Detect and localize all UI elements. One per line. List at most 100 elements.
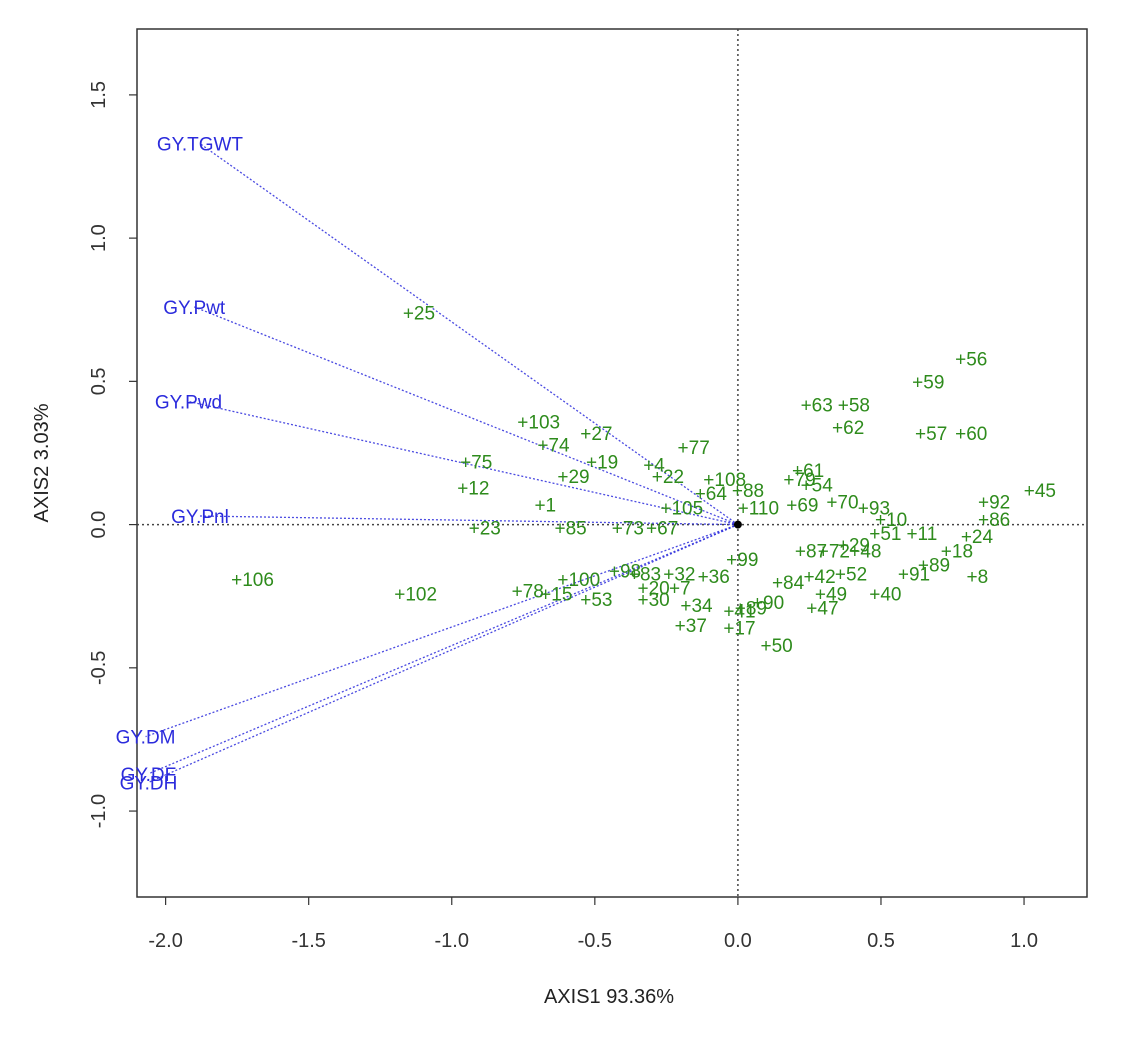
- point-label: +64: [695, 484, 728, 505]
- point-label: +70: [826, 493, 858, 514]
- point-label: +19: [586, 453, 618, 474]
- x-tick-label: -1.0: [435, 930, 469, 952]
- point-label: +51: [869, 524, 901, 545]
- point-label: +59: [912, 372, 944, 393]
- point-label: +24: [961, 527, 994, 548]
- point-label: +40: [869, 584, 901, 605]
- vector-label: GY.TGWT: [157, 135, 244, 156]
- point-label: +10: [875, 510, 907, 531]
- point-label: +63: [801, 395, 833, 416]
- x-tick-label: 0.5: [867, 930, 895, 952]
- point-label: +12: [457, 478, 489, 499]
- vector-line: [199, 515, 738, 526]
- origin-marker: [733, 520, 742, 529]
- x-tick-label: -2.0: [148, 930, 182, 952]
- vector-label: GY.Pwt: [163, 298, 226, 319]
- point-label: +30: [637, 590, 669, 611]
- point-label: +11: [906, 524, 937, 545]
- point-label: +15: [540, 584, 572, 605]
- x-tick-label: -0.5: [578, 930, 612, 952]
- vector-line: [193, 306, 739, 526]
- point-label: +8: [967, 567, 989, 588]
- point-label: +106: [231, 570, 274, 591]
- y-tick-label: 0.5: [88, 367, 110, 395]
- vector-label: GY.Pwd: [155, 392, 222, 413]
- reference-lines: [137, 29, 1087, 897]
- point-label: +93: [858, 498, 890, 519]
- point-label: +84: [772, 573, 805, 594]
- point-label: +69: [786, 496, 818, 517]
- point-label: +22: [652, 467, 684, 488]
- point-group: +25+106+102+103+27+74+75+12+23+19+29+1+8…: [231, 304, 1056, 657]
- point-label: +105: [660, 498, 703, 519]
- point-label: +98: [609, 561, 641, 582]
- point-label: +49: [815, 584, 847, 605]
- point-label: +7: [669, 579, 691, 600]
- point-label: +86: [978, 510, 1010, 531]
- x-axis-title: AXIS1 93.36%: [544, 986, 674, 1008]
- point-label: +74: [537, 435, 570, 456]
- point-label: +4: [643, 455, 665, 476]
- point-label: +47: [806, 599, 838, 620]
- point-label: +89: [918, 556, 950, 577]
- point-label: +60: [955, 424, 987, 445]
- vector-label: GY.DF: [121, 765, 177, 786]
- vector-line: [148, 523, 739, 784]
- vector-line: [188, 400, 739, 526]
- y-axis: -1.0 -0.5 0.0 0.5 1.0 1.5: [88, 81, 137, 828]
- point-label: +79: [783, 470, 815, 491]
- vector-line: [148, 523, 739, 775]
- point-label: +88: [732, 481, 764, 502]
- point-label: +103: [517, 412, 560, 433]
- point-label: +25: [403, 304, 435, 325]
- point-label: +58: [838, 395, 870, 416]
- point-label: +102: [394, 584, 437, 605]
- point-label: +41: [723, 602, 755, 623]
- point-label: +90: [752, 593, 784, 614]
- point-label: +32: [663, 564, 695, 585]
- point-label: +54: [801, 475, 834, 496]
- point-label: +42: [803, 567, 835, 588]
- vector-line: [145, 523, 739, 738]
- point-label: +87: [795, 541, 827, 562]
- point-label: +56: [955, 349, 987, 370]
- y-tick-label: -1.0: [88, 794, 110, 828]
- y-axis-title: AXIS2 3.03%: [31, 403, 53, 522]
- vector-line: [199, 143, 739, 526]
- point-label: +99: [726, 550, 758, 571]
- point-label: +75: [460, 453, 492, 474]
- point-label: +37: [675, 616, 707, 637]
- x-tick-label: 1.0: [1010, 930, 1038, 952]
- point-label: +1: [534, 496, 556, 517]
- x-axis: -2.0 -1.5 -1.0 -0.5 0.0 0.5 1.0: [148, 896, 1038, 952]
- point-label: +77: [678, 438, 710, 459]
- point-label: +110: [738, 498, 779, 519]
- x-tick-label: -1.5: [291, 930, 325, 952]
- point-label: +50: [761, 636, 793, 657]
- point-label: +73: [612, 518, 644, 539]
- vector-label: GY.DM: [116, 728, 176, 749]
- point-label: +62: [832, 418, 864, 439]
- x-tick-label: 0.0: [724, 930, 752, 952]
- point-label: +83: [629, 564, 661, 585]
- point-label: +72: [818, 541, 850, 562]
- vector-label: GY.Pnl: [171, 507, 229, 528]
- point-label: +92: [978, 493, 1010, 514]
- point-label: +53: [580, 590, 612, 611]
- point-label: +57: [915, 424, 947, 445]
- y-tick-label: -0.5: [88, 651, 110, 685]
- point-label: +100: [557, 570, 600, 591]
- point-label: +45: [1024, 481, 1056, 502]
- point-label: +17: [723, 619, 755, 640]
- vector-label: GY.DH: [120, 773, 178, 794]
- y-tick-label: 1.5: [88, 81, 110, 109]
- point-label: +91: [898, 564, 930, 585]
- point-label: +108: [703, 470, 746, 491]
- point-label: +20: [637, 579, 669, 600]
- point-label: +18: [941, 541, 973, 562]
- y-tick-label: 1.0: [88, 224, 110, 252]
- point-label: +34: [680, 596, 713, 617]
- y-tick-label: 0.0: [88, 511, 110, 539]
